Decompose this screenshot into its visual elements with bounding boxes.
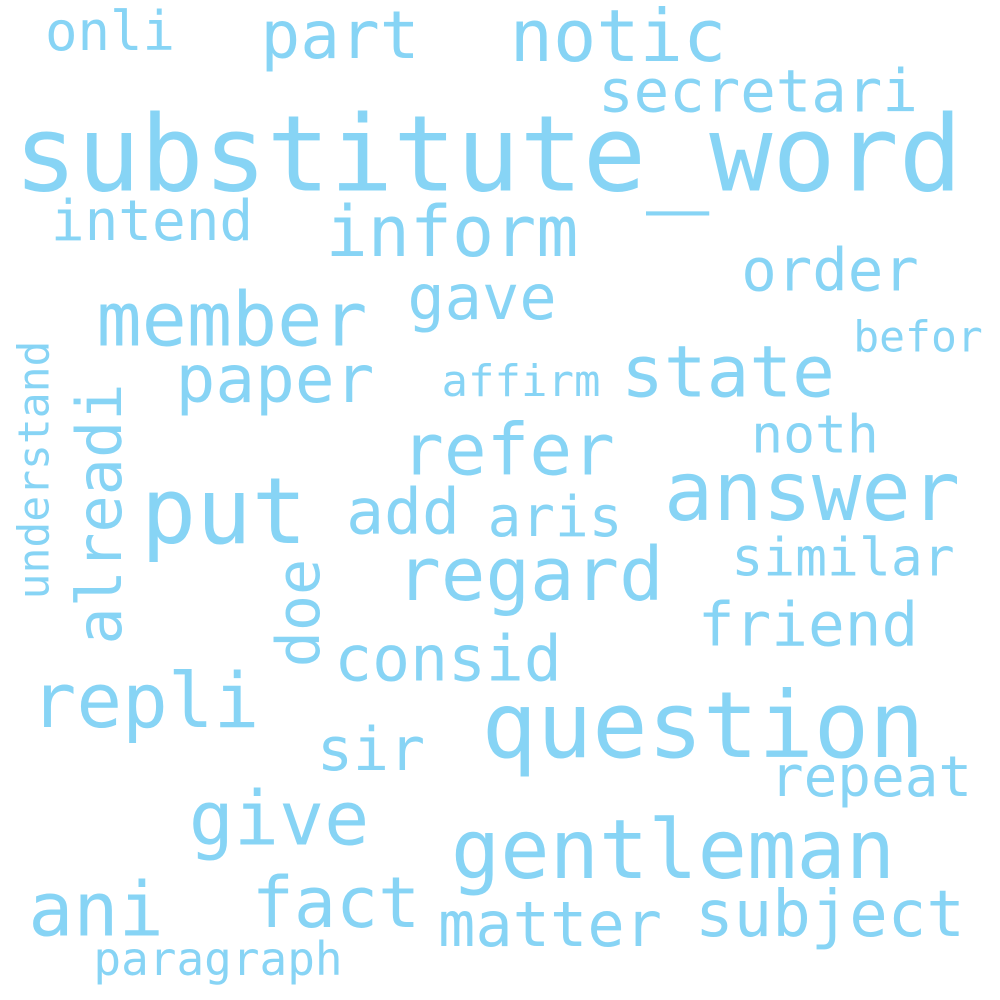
word-affirm: affirm [441,356,601,407]
word-understand: understand [9,340,60,600]
word-question: question [481,672,925,779]
word-refer: refer [401,408,615,492]
word-doe: doe [264,558,334,668]
word-regard: regard [396,532,664,618]
word-notic: notic [509,0,727,78]
word-befor: befor [853,312,983,363]
word-subject: subject [695,878,965,952]
word-noth: noth [751,404,879,466]
word-substitute-word: substitute_word [13,93,963,216]
word-friend: friend [697,589,919,661]
word-put: put [140,458,308,565]
word-matter: matter [438,888,662,961]
word-gave: gave [407,261,557,334]
word-member: member [96,275,368,364]
word-state: state [621,330,835,414]
word-paper: paper [175,341,375,418]
word-consid: consid [334,622,562,696]
word-order: order [741,235,919,305]
word-repli: repli [30,656,260,745]
word-alreadi: alreadi [63,383,136,645]
word-similar: similar [731,527,955,589]
word-intend: intend [50,189,254,254]
word-add: add [346,475,460,549]
word-part: part [260,0,420,74]
word-give: give [188,774,370,863]
word-paragraph: paragraph [93,932,343,986]
word-fact: fact [251,862,421,944]
word-sir: sir [316,715,426,785]
word-gentleman: gentleman [450,803,896,898]
word-inform: inform [325,191,579,273]
word-secretari: secretari [598,56,918,126]
word-repeat: repeat [769,745,973,810]
word-onli: onli [44,0,176,63]
word-ani: ani [28,865,164,954]
word-answer: answer [663,445,961,540]
word-aris: aris [487,485,623,550]
